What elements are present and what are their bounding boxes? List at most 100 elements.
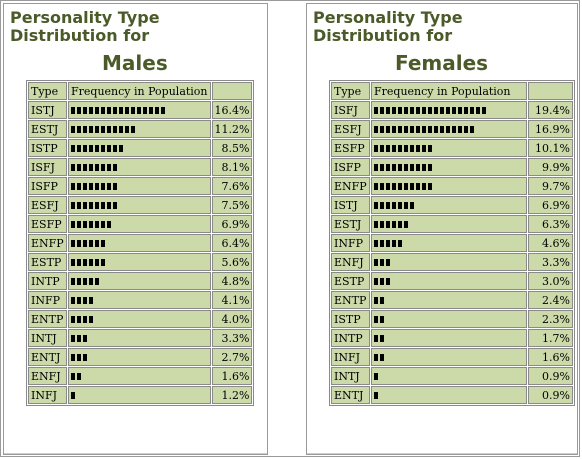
bar-block [95, 106, 99, 114]
bar-block [416, 144, 420, 152]
bar-block [374, 106, 378, 114]
bar-block [89, 296, 93, 304]
bar-block [404, 220, 408, 228]
bar-block [71, 125, 75, 133]
bar-block [83, 144, 87, 152]
bar-block [71, 258, 75, 266]
percent-cell: 9.7% [528, 177, 573, 195]
table-row: ENTJ 0.9% [331, 386, 573, 404]
bar-block [83, 182, 87, 190]
bar-block [107, 163, 111, 171]
percent-cell: 4.0% [211, 310, 253, 328]
type-cell: INTJ [28, 329, 67, 347]
bar-block [113, 144, 117, 152]
bar-block [458, 106, 462, 114]
percent-cell: 3.3% [528, 253, 573, 271]
type-column-header: Type [28, 82, 67, 100]
type-cell: ESFP [28, 215, 67, 233]
bar-block [77, 239, 81, 247]
type-cell: ISTP [28, 139, 67, 157]
bar-block [470, 125, 474, 133]
bar-block [95, 201, 99, 209]
bar-block [380, 353, 384, 361]
bar-block [71, 372, 75, 380]
percent-cell: 5.6% [211, 253, 253, 271]
frequency-bar-cell [371, 139, 527, 157]
frequency-bar-cell [371, 120, 527, 138]
frequency-bar-cell [371, 177, 527, 195]
frequency-bar-cell [371, 348, 527, 366]
bar-block [416, 182, 420, 190]
bar-block [470, 106, 474, 114]
bar-block [113, 125, 117, 133]
bar-block [380, 334, 384, 342]
table-row: ESTP 3.0% [331, 272, 573, 290]
type-cell: INTP [331, 329, 370, 347]
females-subheading: Females [395, 51, 489, 75]
bar-block [77, 353, 81, 361]
bar-block [71, 239, 75, 247]
frequency-bar [71, 368, 208, 384]
bar-block [452, 125, 456, 133]
bar-block [77, 125, 81, 133]
bar-block [89, 277, 93, 285]
bar-block [398, 182, 402, 190]
frequency-bar [374, 235, 524, 251]
percent-cell: 8.1% [211, 158, 253, 176]
bar-block [374, 391, 378, 399]
bar-block [71, 201, 75, 209]
bar-block [83, 258, 87, 266]
frequency-bar-cell [68, 329, 211, 347]
bar-block [83, 353, 87, 361]
bar-block [83, 125, 87, 133]
table-row: ISTJ 16.4% [28, 101, 253, 119]
bar-block [125, 106, 129, 114]
frequency-bar [71, 140, 208, 156]
frequency-bar [374, 349, 524, 365]
bar-block [404, 125, 408, 133]
frequency-bar [374, 159, 524, 175]
bar-block [404, 201, 408, 209]
bar-block [380, 201, 384, 209]
type-cell: ISFP [28, 177, 67, 195]
frequency-bar-cell [68, 158, 211, 176]
bar-block [416, 163, 420, 171]
type-cell: ENTJ [331, 386, 370, 404]
bar-block [107, 106, 111, 114]
bar-block [125, 125, 129, 133]
table-row: ENTJ 2.7% [28, 348, 253, 366]
bar-block [416, 125, 420, 133]
percent-cell: 1.2% [211, 386, 253, 404]
frequency-bar [71, 349, 208, 365]
type-cell: ISTP [331, 310, 370, 328]
bar-block [71, 106, 75, 114]
bar-block [155, 106, 159, 114]
frequency-bar-cell [68, 272, 211, 290]
bar-block [386, 106, 390, 114]
bar-block [392, 163, 396, 171]
bar-block [77, 258, 81, 266]
table-row: ENFP 6.4% [28, 234, 253, 252]
bar-block [428, 163, 432, 171]
bar-block [374, 258, 378, 266]
males-heading: Personality Type Distribution for [10, 8, 160, 45]
females-frequency-table: Type Frequency in Population ISFJ 19.4% ES… [329, 80, 575, 406]
percent-cell: 0.9% [528, 386, 573, 404]
bar-block [482, 106, 486, 114]
type-cell: ISTJ [331, 196, 370, 214]
bar-block [374, 277, 378, 285]
type-cell: ENFJ [28, 367, 67, 385]
bar-block [137, 106, 141, 114]
table-row: ESFP 10.1% [331, 139, 573, 157]
bar-block [386, 182, 390, 190]
type-cell: ESTP [331, 272, 370, 290]
bar-block [113, 106, 117, 114]
bar-block [380, 106, 384, 114]
bar-block [392, 182, 396, 190]
bar-block [464, 106, 468, 114]
bar-block [95, 239, 99, 247]
frequency-bar [374, 197, 524, 213]
type-cell: ESTJ [28, 120, 67, 138]
males-panel: Personality Type Distribution for Males … [3, 3, 268, 455]
type-cell: ISFP [331, 158, 370, 176]
